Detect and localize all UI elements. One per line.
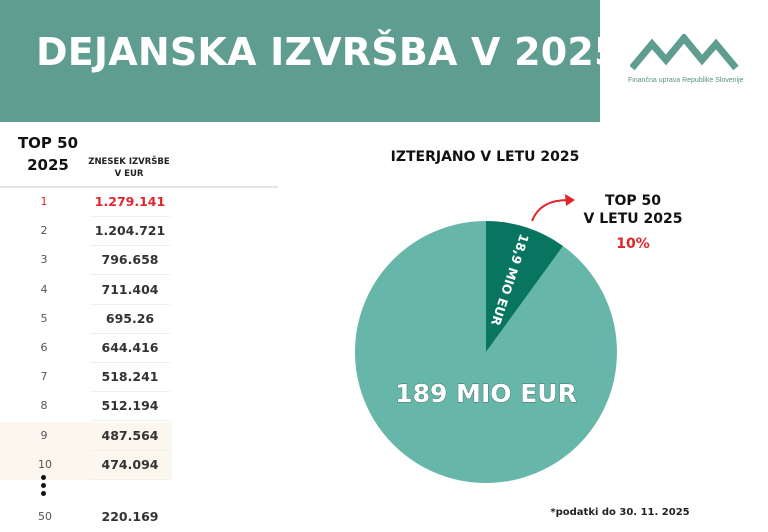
amount-cell: 695.26: [105, 310, 155, 326]
curved-arrow-head: [565, 194, 575, 206]
amount-cell: 644.416: [101, 340, 159, 355]
amount-cell: 474.094: [101, 456, 159, 472]
top50-table: TOP 50 2025 ZNESEK IZVRŠBE V EUR 1 1.279.…: [0, 122, 280, 531]
logo-text: Finančna uprava Republike Slovenije: [628, 77, 744, 84]
row-divider: [90, 478, 170, 480]
row-divider: [90, 274, 170, 276]
row-divider: [90, 362, 170, 363]
row-divider: [90, 449, 170, 451]
rank-cell: 4: [40, 282, 48, 296]
curved-arrow-icon: [531, 199, 569, 222]
table-row: 7 518.241: [0, 363, 172, 393]
footnote: *podatki do 30. 11. 2025: [550, 507, 690, 518]
rank-cell: 2: [40, 224, 48, 238]
rank-cell: 10: [38, 457, 52, 471]
amount-cell: 512.194: [101, 398, 159, 414]
column-header-line1: ZNESEK IZVRŠBE: [88, 157, 170, 167]
table-heading-line2: 2025: [27, 156, 69, 174]
vertical-ellipsis-icon: [36, 475, 50, 499]
top50-callout-line2: V LETU 2025: [583, 211, 683, 227]
rank-cell: 7: [40, 370, 48, 384]
amount-cell: 518.241: [101, 369, 159, 385]
table-row: 4 711.404: [0, 276, 172, 305]
rank-cell: 8: [40, 399, 48, 413]
table-row: 5 695.26: [0, 305, 172, 334]
table-row: 6 644.416: [0, 334, 172, 363]
column-header-line2: V EUR: [114, 169, 144, 179]
page-title: DEJANSKA IZVRŠBA V 2025: [36, 30, 621, 74]
table-row: 3 796.658: [0, 246, 172, 276]
table-heading-line1: TOP 50: [17, 134, 79, 152]
amount-cell: 220.169: [101, 509, 159, 524]
rank-cell: 6: [40, 341, 48, 354]
logo: Finančna uprava Republike Slovenije: [600, 0, 768, 122]
table-row: 10 474.094: [0, 450, 172, 480]
rank-cell: 50: [38, 510, 52, 523]
pie-slice-main: [355, 221, 618, 483]
table-heading: TOP 50 2025: [0, 132, 96, 176]
rank-cell: 5: [40, 311, 48, 325]
column-header-amount: ZNESEK IZVRŠBE V EUR: [86, 156, 172, 180]
chart-title: IZTERJANO V LETU 2025: [390, 149, 580, 165]
header-divider: [0, 186, 278, 188]
amount-cell: 1.279.141: [94, 194, 166, 209]
row-divider: [90, 332, 170, 334]
pie-label-main: 189 MIO EUR: [395, 379, 577, 408]
pie-slice-top50: [486, 221, 563, 352]
row-divider: [90, 303, 170, 305]
table-row-last: 50 220.169: [0, 503, 172, 532]
table-row: 9 487.564: [0, 421, 172, 451]
row-divider: [90, 245, 170, 247]
mountain-peaks-logo-icon: [630, 34, 739, 71]
table-row: 8 512.194: [0, 392, 172, 422]
amount-cell: 796.658: [101, 252, 159, 268]
rank-cell: 3: [40, 253, 48, 267]
top50-percent: 10%: [616, 236, 650, 252]
amount-cell: 487.564: [101, 427, 159, 443]
table-row: 2 1.204.721: [0, 217, 172, 247]
amount-cell: 711.404: [101, 281, 159, 297]
row-divider: [90, 391, 170, 393]
rank-cell: 1: [40, 195, 48, 208]
top50-callout-line1: TOP 50: [604, 193, 662, 209]
top50-callout: TOP 50 V LETU 2025: [568, 192, 698, 228]
rank-cell: 9: [40, 428, 48, 442]
header-banner: DEJANSKA IZVRŠBA V 2025: [0, 0, 620, 122]
row-divider: [90, 216, 170, 217]
amount-cell: 1.204.721: [94, 223, 166, 239]
row-divider: [90, 420, 170, 422]
table-row: 1 1.279.141: [0, 188, 172, 217]
